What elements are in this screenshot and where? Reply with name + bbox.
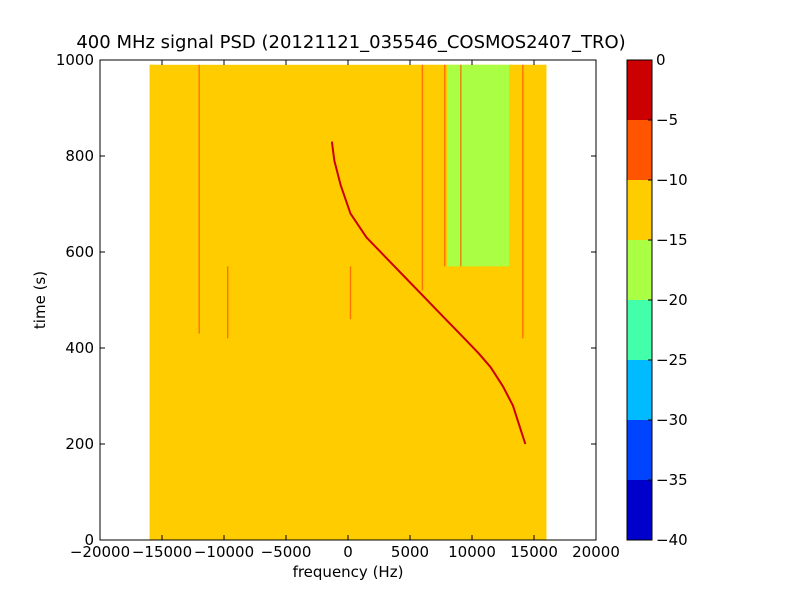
y-tick-label-4: 800 [65,147,94,165]
y-tick-label-2: 400 [65,339,94,357]
colorbar-band-1 [627,420,652,480]
colorbar-band-7 [627,60,652,120]
y-axis-ticks: 0 200 400 600 800 1000 [56,51,596,549]
colorbar-tick-label-8: −40 [656,531,688,549]
colorbar-ticks: 0 −5 −10 −15 −20 −25 −30 −35 −40 [648,51,688,549]
colorbar-tick-label-5: −25 [656,351,688,369]
x-tick-label-7: 15000 [510,543,558,561]
x-axis-ticks: −20000 −15000 −10000 −5000 0 5000 10000 15000 20… [70,60,620,561]
colorbar-tick-label-6: −30 [656,411,688,429]
heatmap-region-4 [484,266,547,540]
colorbar-band-4 [627,240,652,300]
heatmap-region-2 [509,64,547,267]
colorbar: 0 −5 −10 −15 −20 −25 −30 −35 −40 [626,51,688,549]
y-tick-label-1: 200 [65,435,94,453]
x-axis-title: frequency (Hz) [293,563,404,581]
colorbar-band-5 [627,180,652,240]
colorbar-bands [627,60,652,540]
colorbar-tick-label-3: −15 [656,231,688,249]
y-tick-label-3: 600 [65,243,94,261]
colorbar-tick-label-7: −35 [656,471,688,489]
colorbar-tick-label-2: −10 [656,171,688,189]
y-axis-title: time (s) [31,271,49,329]
colorbar-band-0 [627,480,652,540]
heatmap-region-1 [447,64,510,267]
x-tick-label-5: 5000 [391,543,429,561]
chart-title: 400 MHz signal PSD (20121121_035546_COSM… [76,32,625,53]
y-tick-label-0: 0 [84,531,94,549]
x-tick-label-1: −15000 [132,543,192,561]
colorbar-band-6 [627,120,652,180]
heatmap-region-3 [149,64,162,541]
heatmap-layer [149,64,547,541]
colorbar-tick-label-0: 0 [656,51,666,69]
doppler-trace [330,141,527,445]
x-tick-label-2: −10000 [194,543,254,561]
y-tick-label-5: 1000 [56,51,94,69]
colorbar-tick-label-4: −20 [656,291,688,309]
colorbar-tick-label-1: −5 [656,111,678,129]
x-tick-label-6: 10000 [448,543,496,561]
colorbar-band-2 [627,360,652,420]
x-tick-label-0: −20000 [70,543,130,561]
x-tick-label-8: 20000 [572,543,620,561]
x-tick-label-3: −5000 [261,543,312,561]
plot-area: −20000 −15000 −10000 −5000 0 5000 10000 15000 20… [56,51,620,561]
colorbar-band-3 [627,300,652,360]
heatmap-region-0 [410,64,448,267]
x-tick-label-4: 0 [343,543,353,561]
